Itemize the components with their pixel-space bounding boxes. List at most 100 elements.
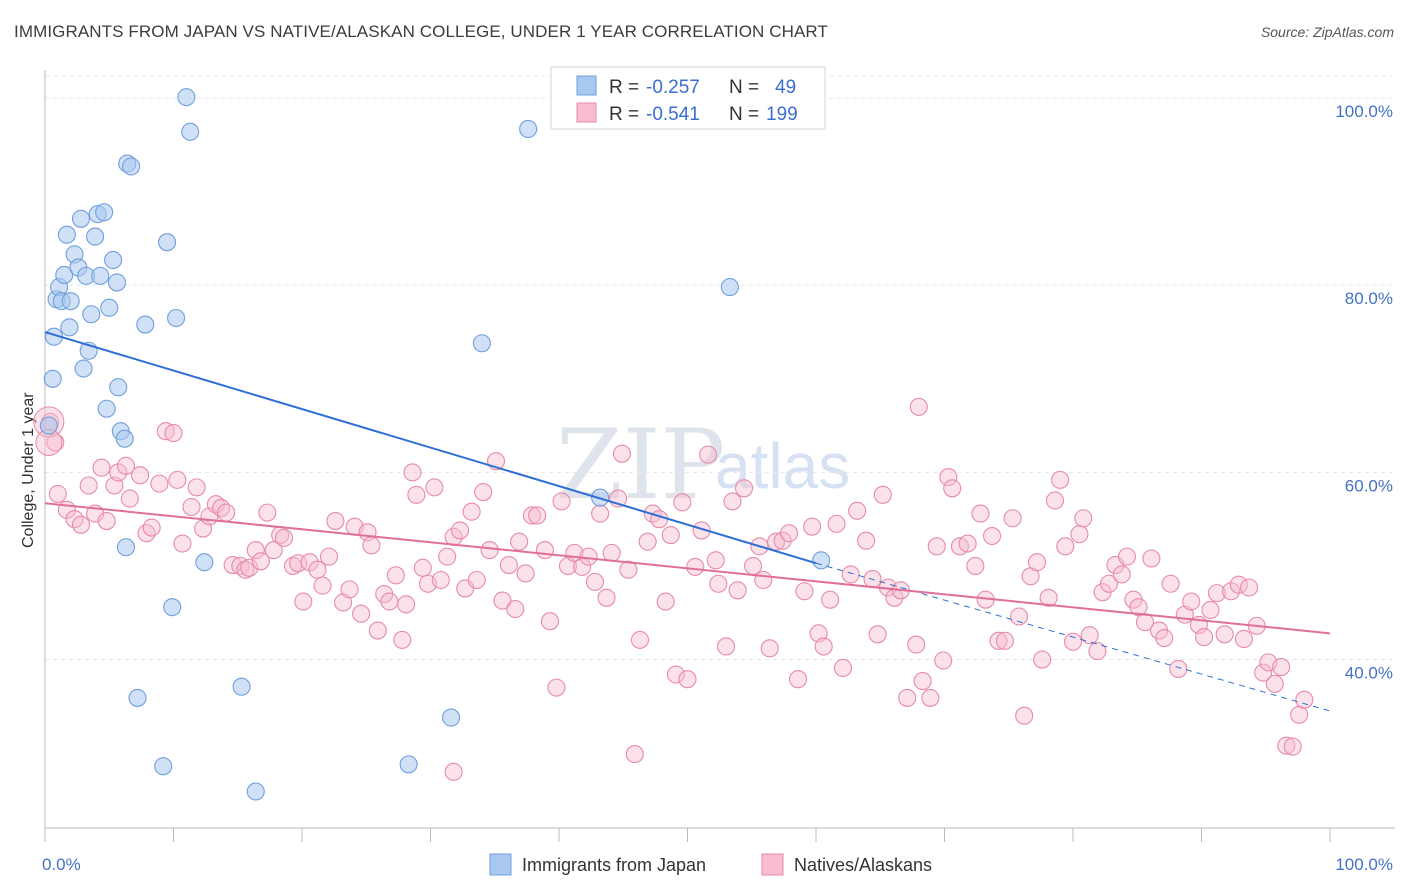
source-label: Source: ZipAtlas.com: [1260, 24, 1394, 40]
point-natives-alaskans: [927, 537, 946, 556]
point-natives-alaskans: [168, 470, 187, 489]
point-natives-alaskans: [79, 476, 98, 495]
legend-r-value-natives: -0.541: [646, 104, 700, 125]
point-natives-alaskans: [1088, 642, 1107, 661]
point-natives-alaskans: [754, 570, 773, 590]
point-natives-alaskans: [803, 517, 822, 536]
point-natives-alaskans: [467, 570, 486, 590]
point-natives-alaskans: [362, 536, 381, 555]
point-natives-alaskans: [474, 482, 493, 502]
point-natives-alaskans: [444, 762, 463, 781]
legend-n-label-japan: N =: [729, 77, 759, 98]
point-natives-alaskans: [438, 547, 457, 566]
point-natives-alaskans: [540, 612, 560, 631]
point-natives-alaskans: [868, 625, 887, 644]
point-natives-alaskans: [857, 531, 876, 550]
point-natives-alaskans: [217, 503, 236, 522]
legend-n-value-natives: 199: [766, 104, 798, 125]
point-natives-alaskans: [767, 532, 786, 551]
point-natives-alaskans: [1277, 736, 1296, 755]
bottom-legend-label-natives: Natives/Alaskans: [794, 855, 932, 875]
series-legend: Immigrants from Japan Natives/Alaskans: [489, 853, 932, 876]
point-natives-alaskans: [716, 637, 736, 656]
point-natives-alaskans: [462, 502, 481, 521]
point-immigrants-from-japan: [128, 688, 147, 707]
watermark-zip: ZIP: [556, 409, 725, 521]
point-natives-alaskans: [294, 592, 313, 611]
bottom-legend-swatch-japan: [489, 853, 512, 876]
point-immigrants-from-japan: [82, 305, 101, 324]
point-natives-alaskans: [425, 478, 444, 497]
point-natives-alaskans: [1051, 470, 1070, 489]
point-immigrants-from-japan: [246, 782, 265, 801]
point-natives-alaskans: [971, 504, 990, 523]
x-tick-label-max: 100.0%: [1335, 855, 1393, 874]
point-natives-alaskans: [393, 630, 412, 649]
point-natives-alaskans: [308, 560, 327, 579]
point-natives-alaskans: [1229, 575, 1248, 594]
point-natives-alaskans: [352, 604, 371, 623]
legend-r-value-japan: -0.257: [646, 77, 700, 98]
point-natives-alaskans: [499, 555, 518, 575]
x-tick-labels: 0.0% 100.0%: [42, 855, 1393, 874]
point-natives-alaskans: [274, 528, 294, 547]
point-natives-alaskans: [407, 485, 426, 504]
point-immigrants-from-japan: [812, 551, 831, 570]
point-natives-alaskans: [597, 588, 616, 607]
point-natives-alaskans: [958, 534, 977, 553]
point-natives-alaskans: [939, 468, 958, 487]
point-natives-alaskans: [1215, 625, 1234, 644]
point-natives-alaskans: [431, 570, 450, 590]
point-immigrants-from-japan: [720, 278, 739, 297]
point-natives-alaskans: [995, 631, 1014, 650]
point-immigrants-from-japan: [195, 553, 214, 572]
point-natives-alaskans: [1027, 553, 1047, 572]
point-natives-alaskans: [1080, 626, 1099, 645]
point-immigrants-from-japan: [472, 334, 491, 353]
bottom-legend-label-japan: Immigrants from Japan: [522, 855, 706, 875]
point-natives-alaskans: [1099, 574, 1119, 593]
point-natives-alaskans: [656, 592, 675, 611]
point-immigrants-from-japan: [116, 538, 136, 557]
point-natives-alaskans: [982, 526, 1002, 546]
point-natives-alaskans: [1112, 565, 1131, 584]
point-natives-alaskans: [1015, 706, 1034, 725]
legend-swatch-japan: [576, 75, 597, 96]
point-natives-alaskans: [164, 424, 183, 443]
legend-n-label-natives: N =: [729, 104, 759, 125]
point-natives-alaskans: [300, 553, 319, 572]
point-natives-alaskans: [1155, 628, 1174, 648]
point-immigrants-from-japan: [154, 757, 173, 776]
bottom-legend-swatch-natives: [761, 853, 784, 876]
point-natives-alaskans: [1290, 705, 1309, 724]
point-natives-alaskans: [1254, 663, 1273, 682]
point-natives-alaskans: [1169, 659, 1188, 678]
point-natives-alaskans: [833, 658, 853, 678]
point-immigrants-from-japan: [163, 598, 182, 617]
point-natives-alaskans: [898, 688, 917, 707]
point-natives-alaskans: [612, 444, 632, 463]
point-natives-alaskans: [1074, 509, 1093, 528]
point-natives-alaskans: [1283, 737, 1302, 756]
point-natives-alaskans: [795, 582, 814, 601]
point-natives-alaskans: [1239, 578, 1259, 597]
point-immigrants-from-japan: [95, 203, 114, 222]
point-natives-alaskans: [319, 547, 339, 566]
point-natives-alaskans: [48, 484, 67, 503]
point-natives-alaskans: [187, 478, 206, 497]
point-natives-alaskans: [516, 564, 535, 583]
point-natives-alaskans: [661, 526, 680, 545]
point-natives-alaskans: [921, 688, 940, 707]
point-natives-alaskans: [156, 422, 175, 441]
point-natives-alaskans: [625, 745, 644, 764]
legend-n-value-japan: 49: [775, 77, 796, 98]
point-natives-alaskans: [678, 670, 697, 689]
point-natives-alaskans: [120, 489, 139, 508]
point-natives-alaskans: [1234, 629, 1253, 649]
point-natives-alaskans: [46, 433, 65, 452]
axes: [44, 70, 1395, 842]
point-natives-alaskans: [773, 531, 792, 550]
point-natives-alaskans: [182, 497, 201, 517]
point-immigrants-from-japan: [232, 677, 251, 696]
